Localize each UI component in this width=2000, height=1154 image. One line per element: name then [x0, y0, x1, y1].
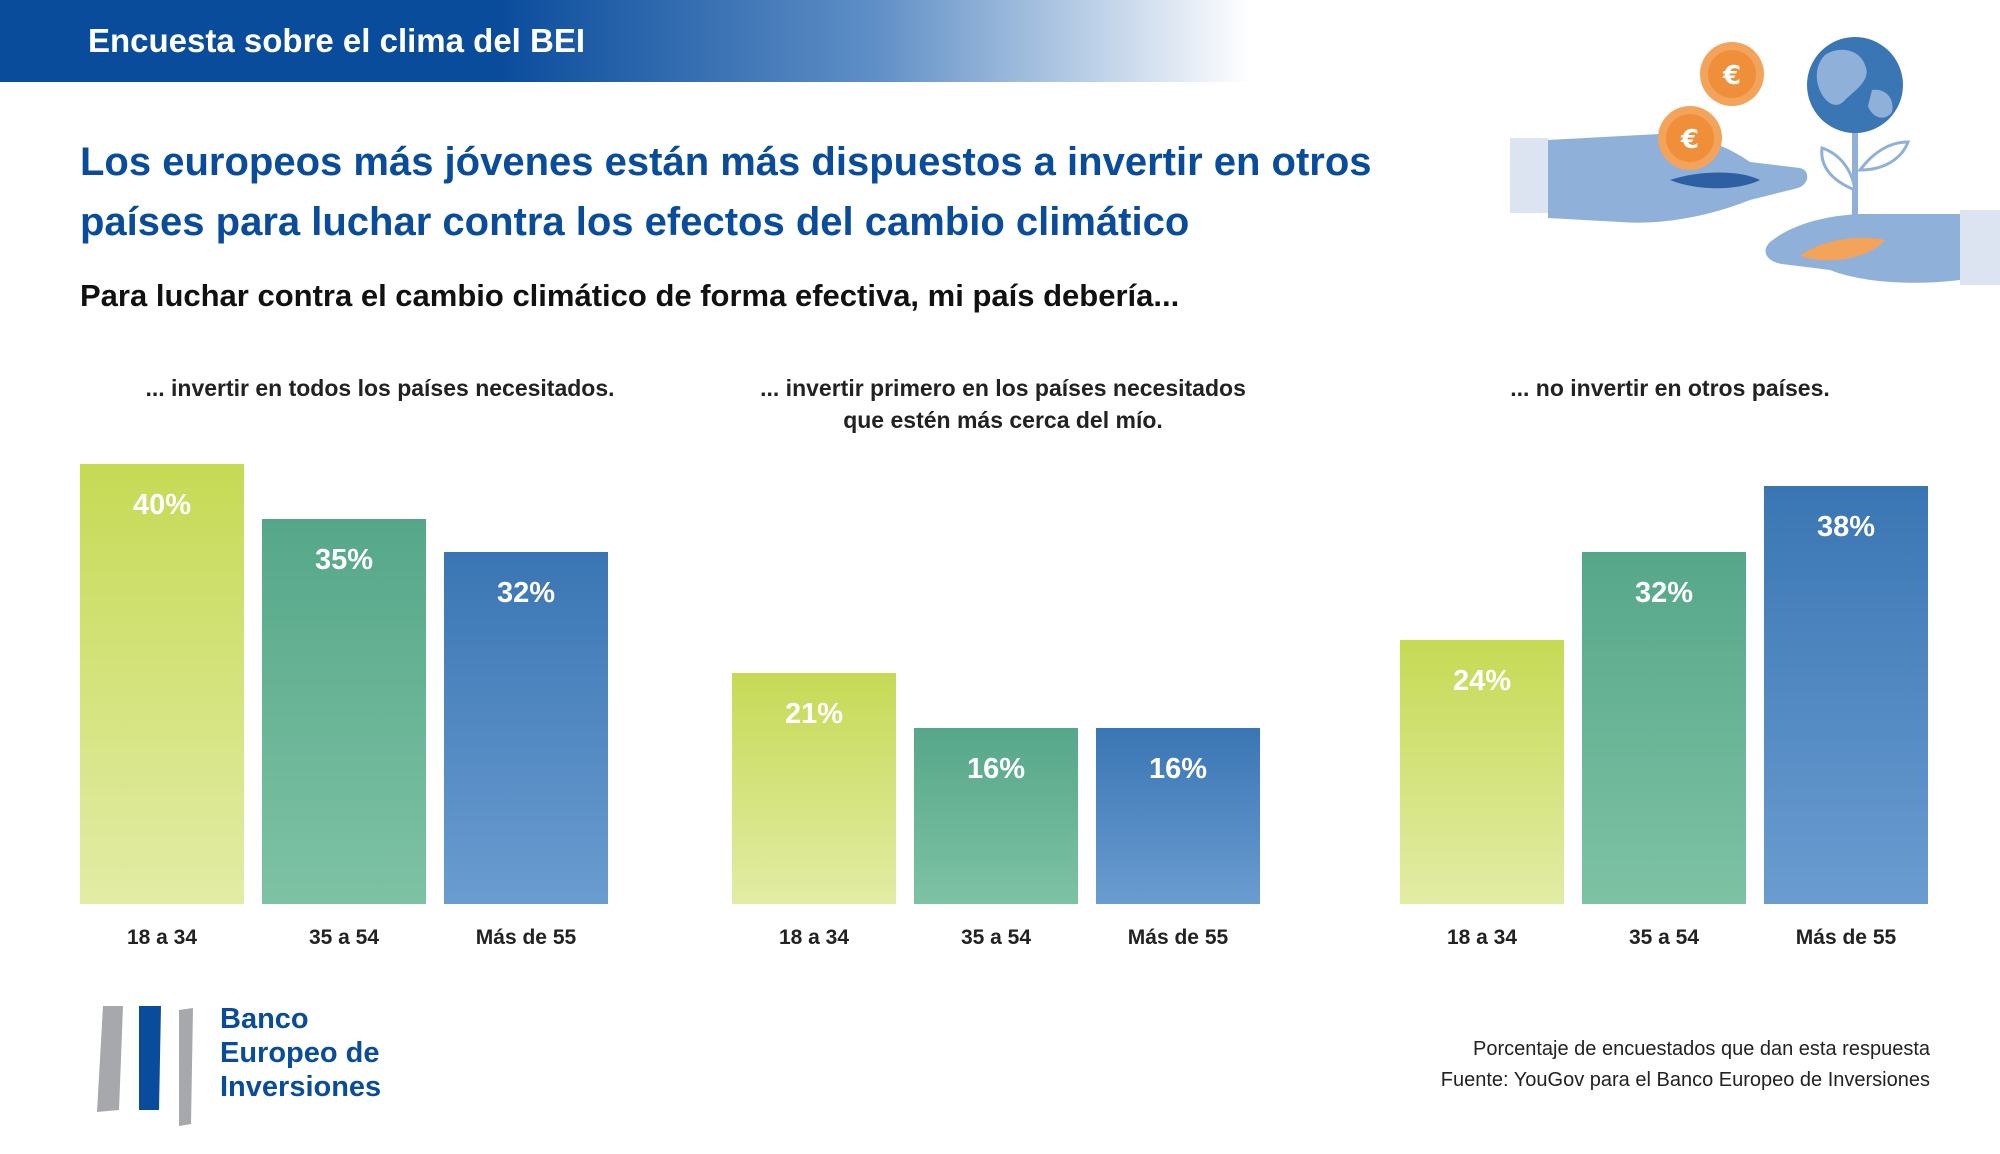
group-title-2-line-2: que estén más cerca del mío.	[843, 407, 1163, 433]
group-title-1-line-1: ... invertir en todos los países necesit…	[145, 375, 615, 401]
leaf-left-shape	[1820, 145, 1857, 193]
bar-group-1-2	[262, 519, 426, 904]
eib-logo-icon	[97, 1006, 193, 1126]
footnote: Porcentaje de encuestados que dan esta r…	[1441, 1034, 1930, 1096]
logo-line-2: Europeo de	[220, 1037, 380, 1069]
category-label-group-3-3: Más de 55	[1796, 926, 1897, 949]
right-palm-coin-shade	[1800, 237, 1885, 261]
hands-coins-globe-illustration: € €	[1510, 37, 2000, 285]
data-label-group-3-2: 32%	[1635, 577, 1693, 609]
headline: Los europeos más jóvenes están más dispu…	[80, 132, 1380, 252]
bar-group-3-3	[1764, 486, 1928, 904]
bar-group-2-2	[914, 728, 1078, 904]
category-label-group-2-1: 18 a 34	[779, 926, 849, 949]
logo-line-1: Banco	[220, 1003, 309, 1035]
category-label-group-2-3: Más de 55	[1128, 926, 1229, 949]
left-palm-shade	[1670, 172, 1760, 189]
logo-text: Banco Europeo de Inversiones	[220, 1002, 381, 1104]
bar-group-2-3	[1096, 728, 1260, 904]
group-title-2: ... invertir primero en los países neces…	[693, 372, 1313, 436]
group-title-2-line-1: ... invertir primero en los países neces…	[760, 375, 1246, 401]
banner-title: Encuesta sobre el clima del BEI	[88, 22, 586, 59]
footnote-note: Porcentaje de encuestados que dan esta r…	[1473, 1038, 1930, 1060]
footnote-source: Fuente: YouGov para el Banco Europeo de …	[1440, 1069, 1930, 1091]
subtitle: Para luchar contra el cambio climático d…	[80, 278, 1180, 313]
group-title-1: ... invertir en todos los países necesit…	[70, 372, 690, 404]
left-cuff-shape	[1510, 138, 1548, 213]
group-title-3-line-1: ... no invertir en otros países.	[1510, 375, 1830, 401]
data-label-group-1-3: 32%	[497, 577, 555, 609]
bar-group-1-1	[80, 464, 244, 904]
data-label-group-1-1: 40%	[133, 489, 191, 521]
category-label-group-2-2: 35 a 54	[961, 926, 1031, 949]
data-label-group-2-1: 21%	[785, 698, 843, 730]
logo-line-3: Inversiones	[220, 1071, 382, 1103]
bar-group-3-1	[1400, 640, 1564, 904]
data-label-group-3-3: 38%	[1817, 511, 1875, 543]
data-label-group-2-2: 16%	[967, 753, 1025, 785]
data-label-group-1-2: 35%	[315, 544, 373, 576]
category-label-group-3-1: 18 a 34	[1447, 926, 1517, 949]
top-banner	[0, 0, 1250, 82]
svg-text:€: €	[1680, 125, 1699, 155]
leaf-right-shape	[1856, 140, 1911, 172]
category-label-group-1-3: Más de 55	[476, 926, 577, 949]
bar-group-1-3	[444, 552, 608, 904]
bar-group-2-1	[732, 673, 896, 904]
headline-line-1: Los europeos más jóvenes están más dispu…	[80, 140, 1372, 184]
data-label-group-3-1: 24%	[1453, 665, 1511, 697]
bar-group-3-2	[1582, 552, 1746, 904]
category-label-group-1-2: 35 a 54	[309, 926, 379, 949]
bar-charts: 40% 18 a 34 35% 35 a 54 32% Más de 55 21% 18 a …	[80, 464, 1928, 949]
headline-line-2: países para luchar contra los efectos de…	[80, 200, 1190, 244]
data-label-group-2-3: 16%	[1149, 753, 1207, 785]
svg-text:€: €	[1722, 61, 1741, 91]
category-label-group-1-1: 18 a 34	[127, 926, 197, 949]
right-cuff-shape	[1960, 210, 2000, 285]
group-title-3: ... no invertir en otros países.	[1360, 372, 1980, 404]
category-label-group-3-2: 35 a 54	[1629, 926, 1699, 949]
